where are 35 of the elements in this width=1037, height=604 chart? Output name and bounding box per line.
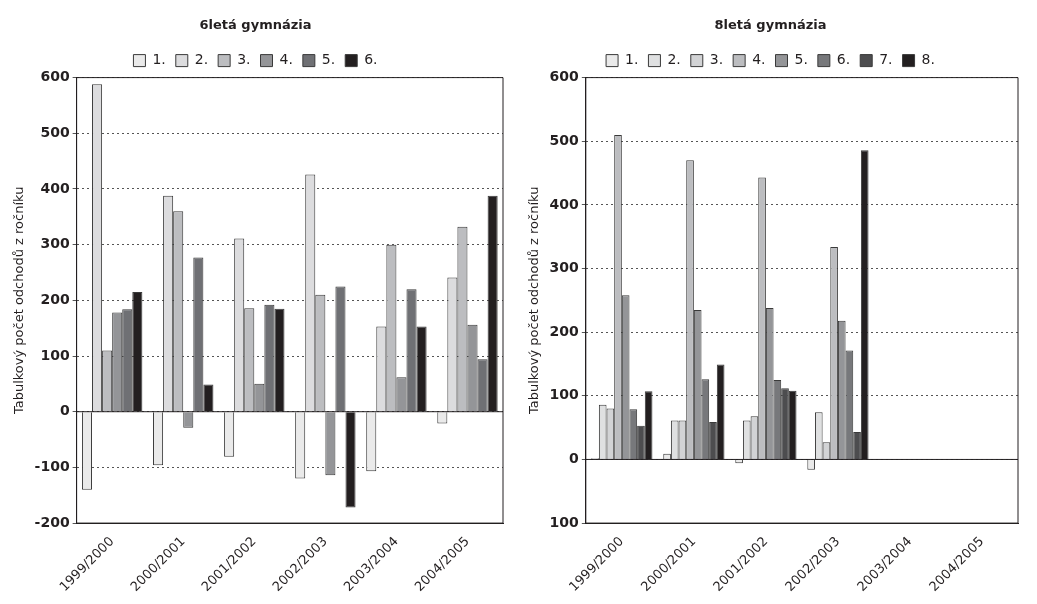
legend-label: 5. xyxy=(321,51,336,68)
y-tick-label: 500 xyxy=(549,131,580,148)
legend-label: 1. xyxy=(152,51,166,68)
y-tick-label: 400 xyxy=(40,179,70,196)
legend-label: 3. xyxy=(237,51,251,68)
y-tick-label: -100 xyxy=(34,458,70,475)
chart-title: 6letá gymnázia xyxy=(199,17,312,33)
y-tick-label: 100 xyxy=(40,346,70,363)
y-tick-label: 500 xyxy=(40,123,70,140)
legend-label: 3. xyxy=(709,51,724,68)
y-tick-label: 100 xyxy=(549,513,580,530)
legend-label: 4. xyxy=(279,51,293,68)
y-tick-label: 600 xyxy=(40,68,70,85)
legend-label: 6. xyxy=(836,51,851,68)
y-tick-label: 0 xyxy=(59,402,70,419)
legend-label: 6. xyxy=(364,51,378,68)
y-axis-title: Tabulkový počet odchodů z ročníku xyxy=(526,186,542,416)
y-tick-label: 200 xyxy=(40,290,70,307)
y-tick-label: 100 xyxy=(549,386,580,403)
chart-title: 8letá gymnázia xyxy=(714,17,827,33)
legend-label: 2. xyxy=(194,51,209,68)
y-tick-label: 400 xyxy=(549,195,580,212)
y-tick-label: 600 xyxy=(549,68,580,85)
y-tick-label: -200 xyxy=(34,513,70,530)
legend-label: 4. xyxy=(752,51,766,68)
legend-label: 7. xyxy=(879,51,893,68)
y-tick-label: 200 xyxy=(549,322,580,339)
legend-label: 1. xyxy=(625,51,639,68)
legend-label: 5. xyxy=(794,51,808,68)
y-axis-title: Tabulkový počet odchodů z ročníku xyxy=(11,186,27,416)
legend-label: 8. xyxy=(921,51,935,68)
y-tick-label: 300 xyxy=(549,259,580,276)
legend-label: 2. xyxy=(667,51,681,68)
y-tick-label: 0 xyxy=(569,450,580,467)
y-tick-label: 300 xyxy=(40,235,70,252)
